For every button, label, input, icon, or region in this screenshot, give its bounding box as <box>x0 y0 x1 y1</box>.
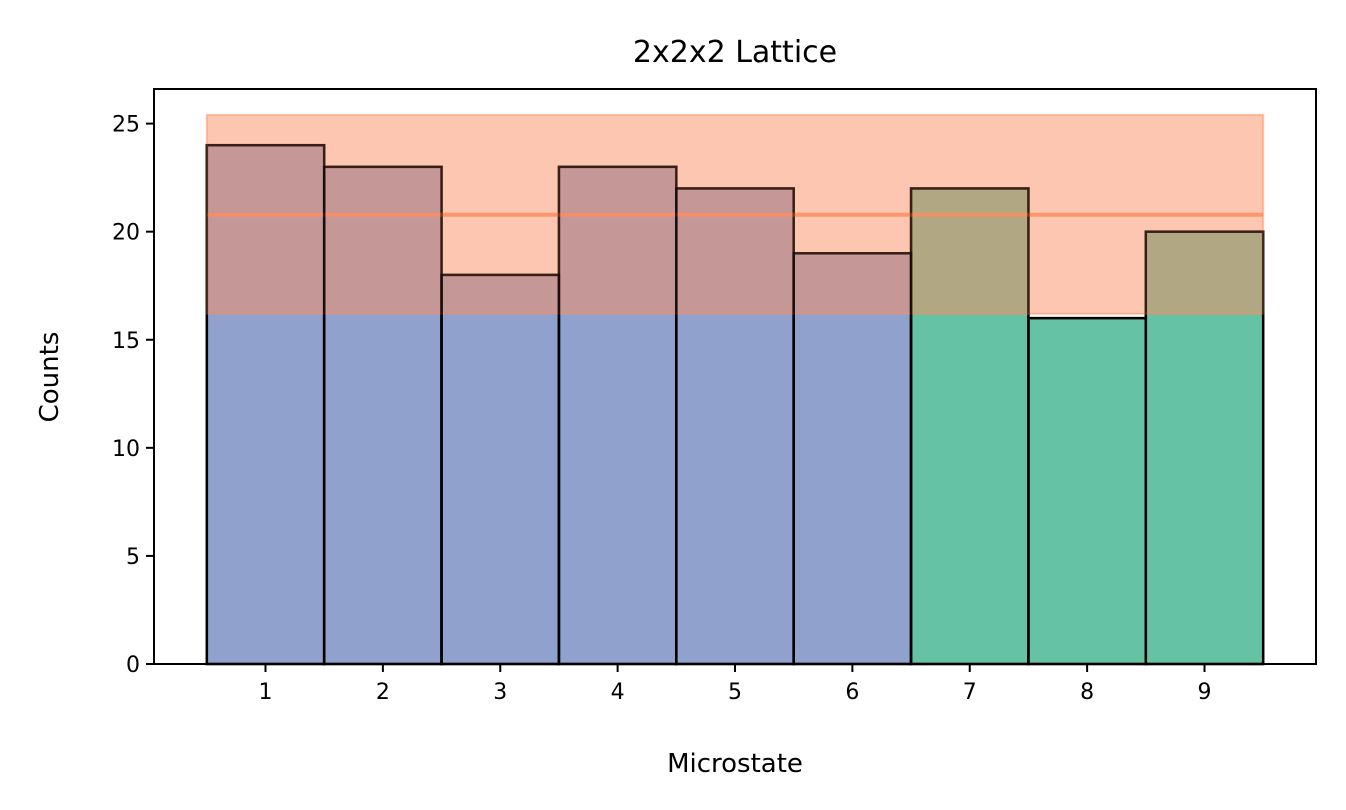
x-tick-label-7: 7 <box>963 680 977 705</box>
y-tick-label-0: 0 <box>126 653 140 678</box>
band-layer <box>205 113 1265 315</box>
y-tick-label-25: 25 <box>112 113 140 138</box>
bar-8 <box>1027 316 1148 666</box>
y-tick-label-10: 10 <box>112 437 140 462</box>
x-tick-label-1: 1 <box>259 680 273 705</box>
x-tick-label-5: 5 <box>728 680 742 705</box>
x-tick-label-8: 8 <box>1080 680 1094 705</box>
bar-3 <box>440 273 561 666</box>
x-tick-label-2: 2 <box>376 680 390 705</box>
x-tick-label-4: 4 <box>611 680 625 705</box>
axes-layer: 1 2 3 4 5 6 7 8 9 0 5 10 15 20 25 <box>112 88 1317 705</box>
x-tick-label-9: 9 <box>1197 680 1211 705</box>
chart-title: 2x2x2 Lattice <box>633 35 837 70</box>
bar-6 <box>792 252 913 666</box>
y-tick-label-20: 20 <box>112 221 140 246</box>
y-tick-label-5: 5 <box>126 545 140 570</box>
y-tick-label-15: 15 <box>112 329 140 354</box>
x-tick-label-3: 3 <box>493 680 507 705</box>
x-tick-label-6: 6 <box>845 680 859 705</box>
x-axis-label: Microstate <box>667 749 803 779</box>
y-axis-label: Counts <box>35 332 65 423</box>
